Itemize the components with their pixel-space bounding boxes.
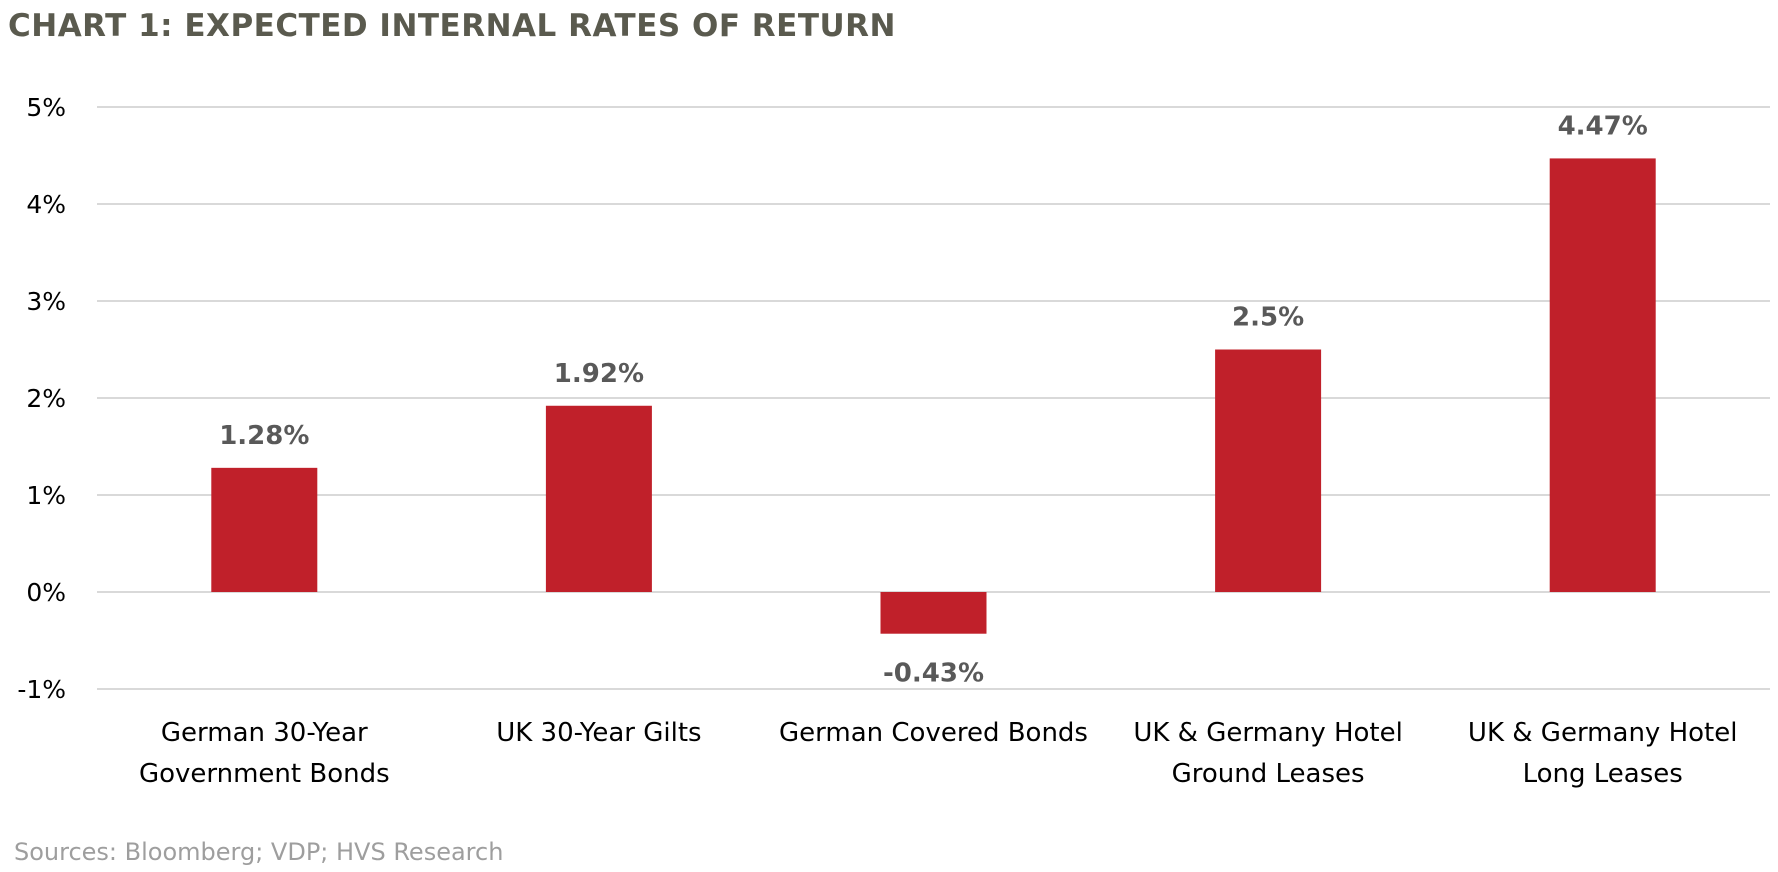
category-label: UK & Germany Hotel (1133, 718, 1403, 748)
y-tick-label: 1% (26, 481, 66, 510)
data-label: 1.28% (219, 421, 309, 451)
chart-title: CHART 1: EXPECTED INTERNAL RATES OF RETU… (8, 8, 896, 44)
y-tick-label: 2% (26, 384, 66, 413)
category-label: UK & Germany Hotel (1468, 718, 1738, 748)
bar (211, 467, 318, 592)
category-label: Government Bonds (139, 759, 390, 789)
category-label: German 30-Year (161, 718, 368, 748)
category-label: Long Leases (1523, 759, 1683, 789)
bar (880, 592, 987, 634)
y-axis-tick-labels: 5% 4% 3% 2% 1% 0% -1% (17, 93, 66, 704)
data-label: 2.5% (1232, 303, 1304, 333)
bar (1215, 349, 1322, 592)
bar (545, 405, 652, 592)
category-label: UK 30-Year Gilts (496, 718, 701, 748)
data-label: -0.43% (883, 659, 984, 689)
data-label: 4.47% (1558, 111, 1648, 141)
chart-source: Sources: Bloomberg; VDP; HVS Research (14, 838, 504, 866)
category-label: German Covered Bonds (779, 718, 1088, 748)
bar (1549, 158, 1656, 592)
y-tick-label: 4% (26, 190, 66, 219)
y-tick-label: -1% (17, 675, 66, 704)
y-tick-label: 5% (26, 93, 66, 122)
data-labels: 1.28% 1.92% -0.43% 2.5% 4.47% (219, 111, 1648, 688)
category-label: Ground Leases (1172, 759, 1365, 789)
y-tick-label: 3% (26, 287, 66, 316)
y-tick-label: 0% (26, 578, 66, 607)
bars (211, 158, 1656, 634)
data-label: 1.92% (554, 359, 644, 389)
category-labels: German 30-Year Government Bonds UK 30-Year… (139, 718, 1738, 789)
